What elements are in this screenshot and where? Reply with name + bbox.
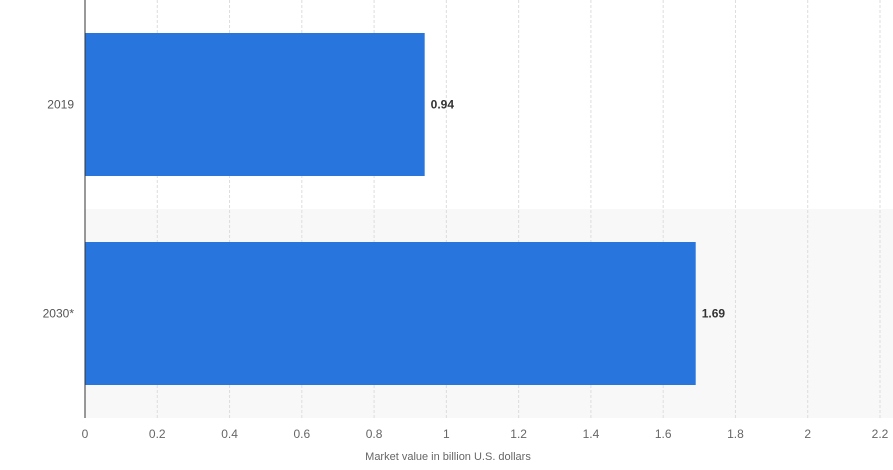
x-tick-label: 2.2 <box>872 427 889 441</box>
x-axis-title: Market value in billion U.S. dollars <box>365 451 531 463</box>
x-tick-label: 1.8 <box>727 427 744 441</box>
data-labels: 0.94 1.69 <box>431 98 726 321</box>
x-tick-label: 1.2 <box>510 427 527 441</box>
bar <box>85 33 425 176</box>
x-tick-label: 0.4 <box>221 427 238 441</box>
x-tick-labels: 0 0.2 0.4 0.6 0.8 1 1.2 1.4 1.6 1.8 2 2.2 <box>82 427 889 441</box>
x-tick-label: 2 <box>804 427 811 441</box>
x-tick-label: 0 <box>82 427 89 441</box>
x-tick-label: 0.6 <box>293 427 310 441</box>
data-label: 1.69 <box>702 307 726 321</box>
category-label: 2030* <box>43 307 75 321</box>
x-tick-label: 1.6 <box>655 427 672 441</box>
x-tick-label: 0.2 <box>149 427 166 441</box>
x-tick-label: 1 <box>443 427 450 441</box>
x-tick-label: 0.8 <box>366 427 383 441</box>
data-label: 0.94 <box>431 98 455 112</box>
bars <box>85 33 696 385</box>
bar <box>85 242 696 385</box>
category-labels: 2019 2030* <box>43 98 75 321</box>
x-tick-label: 1.4 <box>583 427 600 441</box>
category-label: 2019 <box>47 98 74 112</box>
